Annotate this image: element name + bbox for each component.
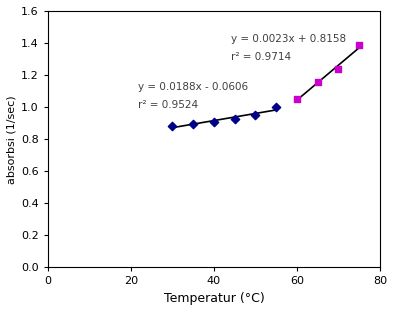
- Text: r² = 0.9524: r² = 0.9524: [138, 100, 198, 110]
- X-axis label: Temperatur (°C): Temperatur (°C): [164, 292, 264, 305]
- Point: [294, 97, 300, 102]
- Point: [335, 66, 342, 71]
- Text: y = 0.0023x + 0.8158: y = 0.0023x + 0.8158: [230, 34, 346, 44]
- Y-axis label: absorbsi (1/sec): absorbsi (1/sec): [7, 95, 17, 183]
- Text: r² = 0.9714: r² = 0.9714: [230, 52, 291, 62]
- Point: [190, 121, 196, 126]
- Point: [232, 117, 238, 122]
- Point: [314, 80, 321, 85]
- Point: [169, 124, 176, 129]
- Point: [252, 113, 258, 118]
- Point: [356, 43, 362, 48]
- Text: y = 0.0188x - 0.0606: y = 0.0188x - 0.0606: [138, 82, 248, 92]
- Point: [211, 119, 217, 124]
- Point: [273, 104, 279, 109]
